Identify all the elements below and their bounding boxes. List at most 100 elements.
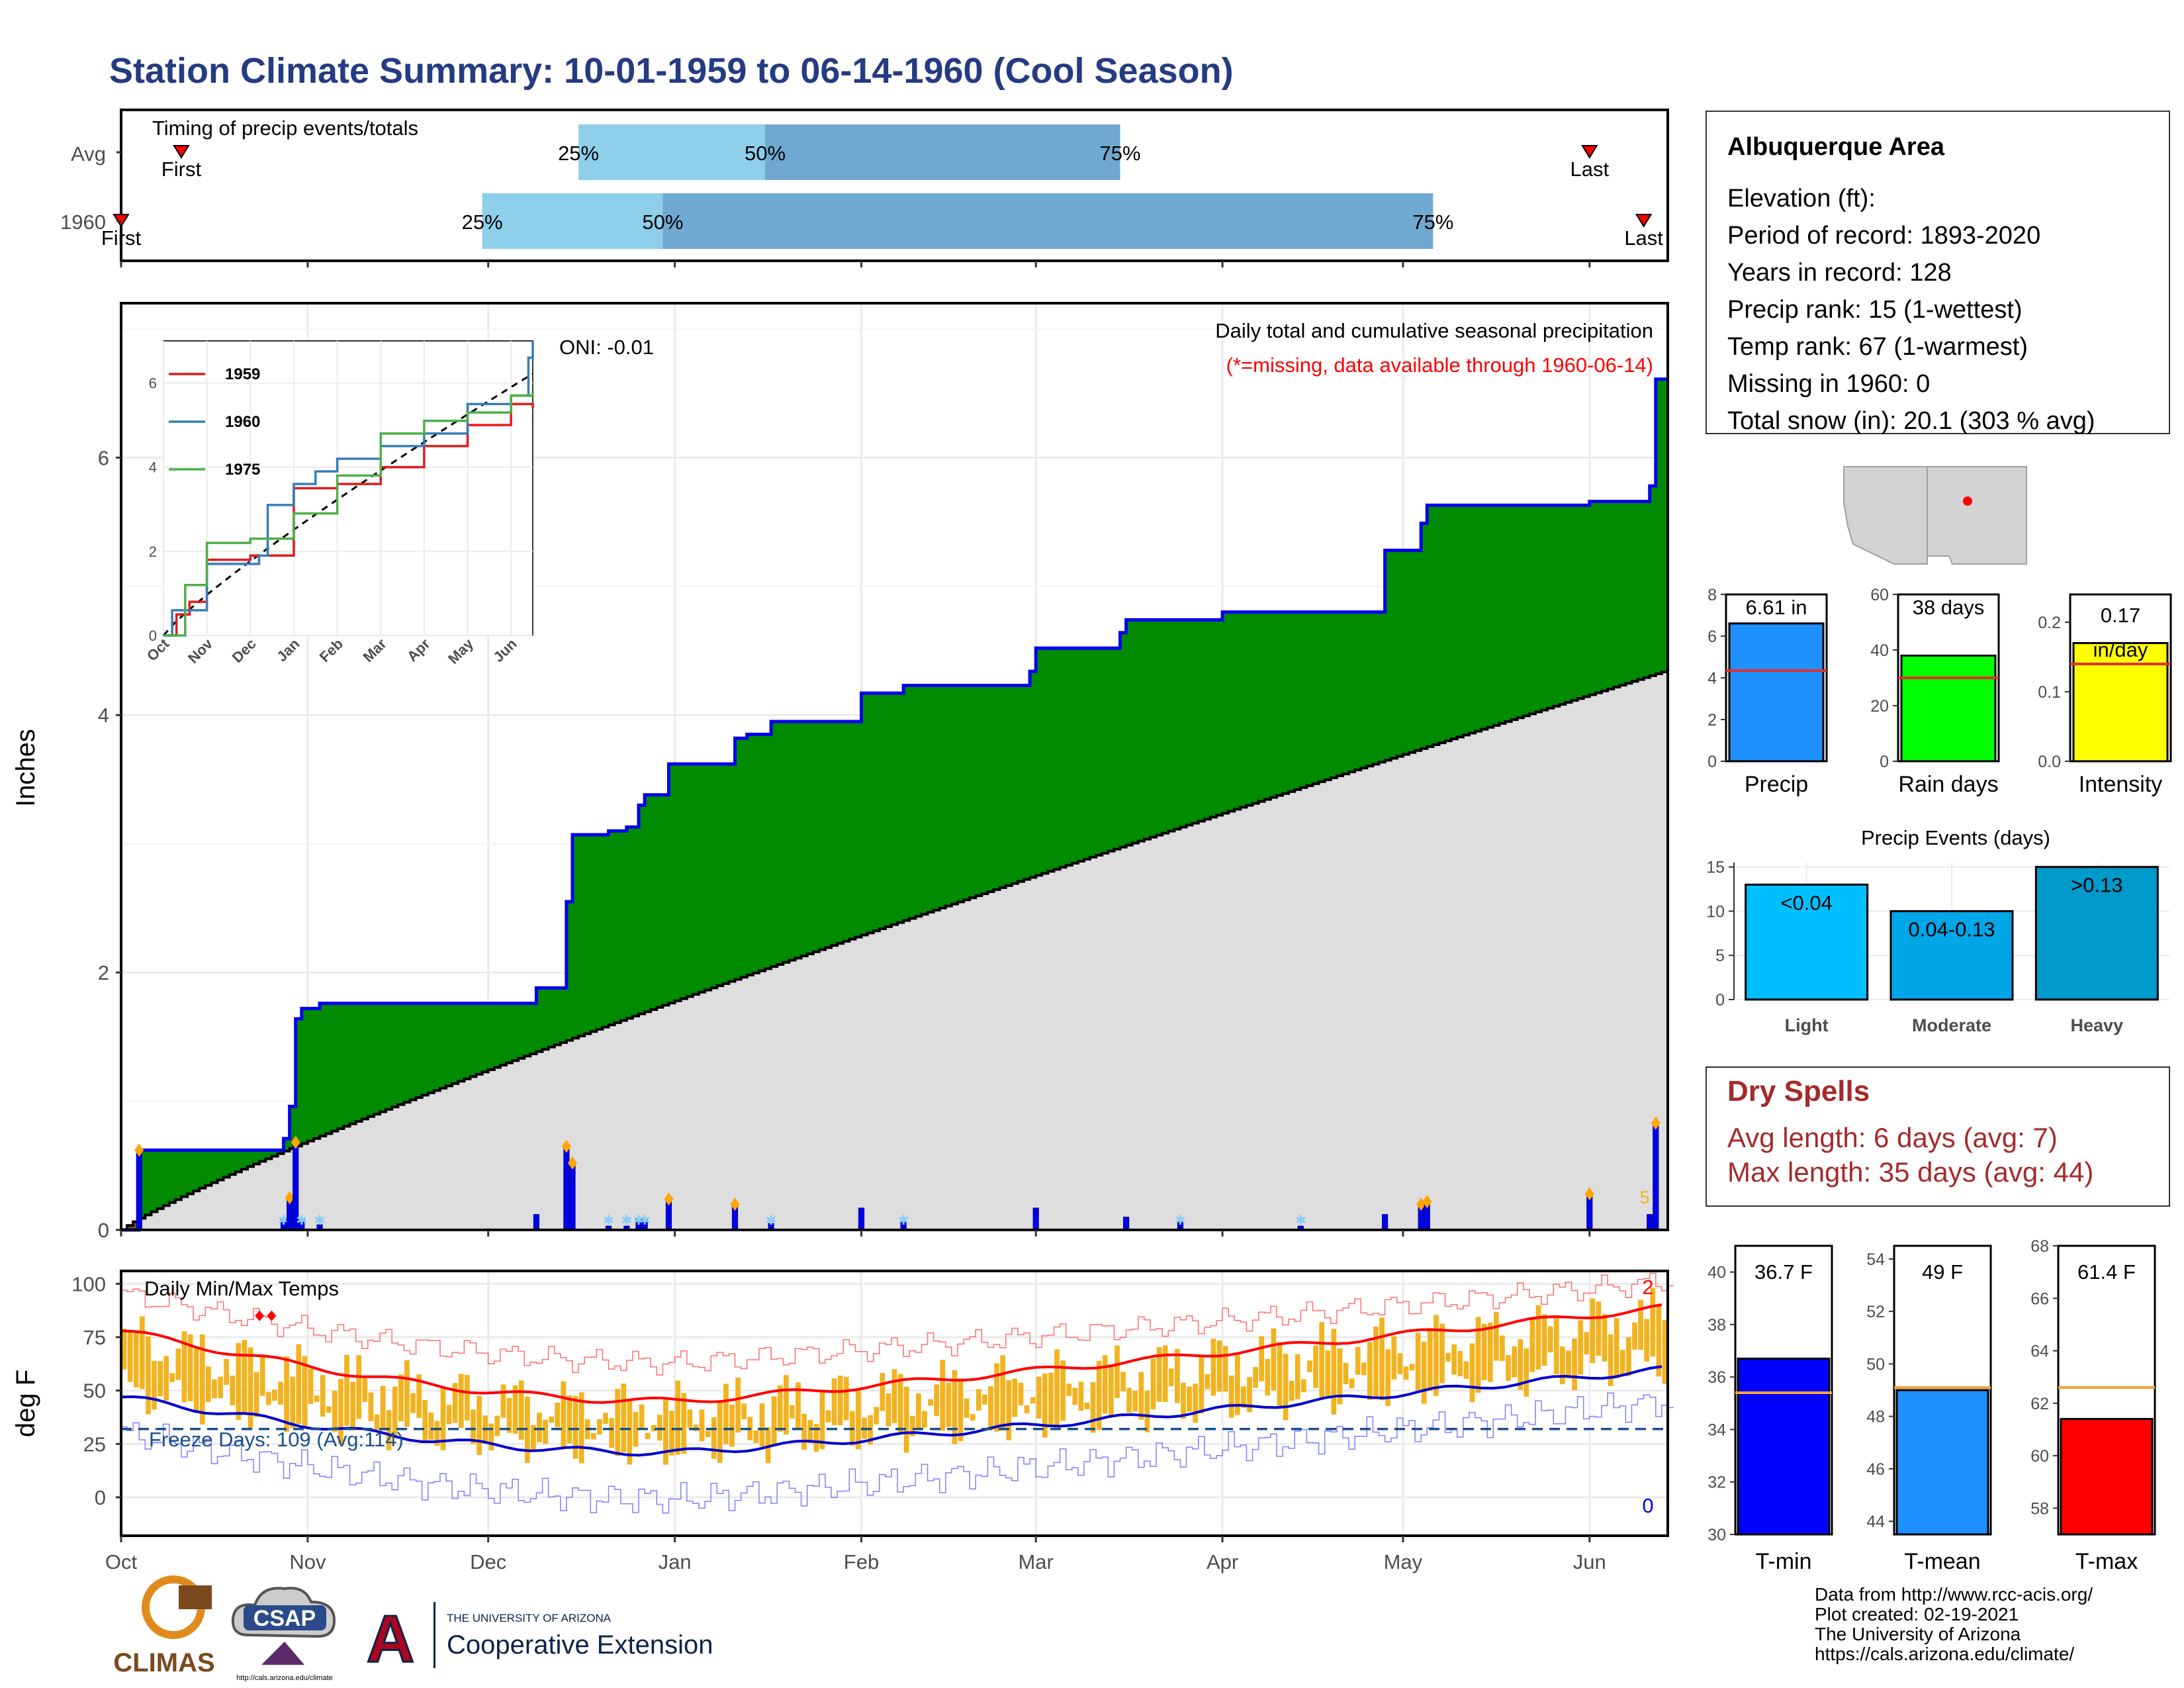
precip-y-tick-label: 4 <box>98 704 109 727</box>
daily-temp-bar <box>1385 1349 1391 1406</box>
daily-temp-bar <box>392 1386 398 1438</box>
daily-temp-bar <box>940 1360 946 1431</box>
inset-frame <box>163 340 533 636</box>
footer-credits: Data from http://www.rcc-acis.org/Plot c… <box>1815 1584 2093 1664</box>
record-high-marker <box>255 1310 265 1321</box>
daily-temp-bar <box>230 1376 236 1406</box>
inset-series-line <box>163 391 534 637</box>
daily-temp-bar <box>765 1427 771 1464</box>
mountain-icon <box>261 1642 304 1665</box>
temp-y-tick-label: 50 <box>83 1380 106 1403</box>
inset-y-tick-label: 6 <box>149 375 157 392</box>
daily-temp-bar <box>471 1409 476 1444</box>
temp-bar <box>1737 1357 1831 1536</box>
daily-temp-bar <box>320 1375 326 1417</box>
precip-events-panel: Precip Events (days) 0 5 10 15 <0.04 Light 0.0… <box>1706 826 2169 1035</box>
month-x-axis: Oct Nov Dec Jan Feb Mar Apr May Jun <box>105 1536 1606 1573</box>
daily-temp-bar <box>958 1378 964 1442</box>
daily-temp-bar <box>1500 1335 1505 1362</box>
daily-temp-bar <box>1228 1375 1234 1418</box>
temp-y-label: deg F <box>11 1370 40 1437</box>
daily-temp-bar <box>1541 1314 1547 1366</box>
daily-temp-bar <box>1391 1336 1397 1380</box>
oni-label: ONI: -0.01 <box>559 336 654 359</box>
daily-temp-bar <box>1187 1386 1192 1412</box>
daily-temp-bar <box>500 1384 506 1418</box>
precip-y-tick-label: 2 <box>98 961 109 984</box>
station-line: Missing in 1960: 0 <box>1727 370 1930 398</box>
daily-temp-bar <box>506 1397 512 1433</box>
daily-temp-bar <box>729 1405 735 1447</box>
inset-legend-label: 1975 <box>225 461 260 479</box>
daily-temp-bar <box>518 1380 524 1440</box>
daily-temp-bar <box>187 1335 193 1401</box>
daily-temp-bar <box>1608 1334 1614 1387</box>
daily-temp-bar <box>152 1360 157 1410</box>
daily-temp-bar <box>224 1358 229 1385</box>
summary-y-tick-label: 4 <box>1707 669 1717 688</box>
daily-temp-bar <box>494 1415 500 1436</box>
daily-temp-bar <box>1506 1355 1511 1382</box>
daily-temp-bar <box>1162 1345 1168 1402</box>
temp-bar-y-tick-label: 54 <box>1866 1250 1885 1269</box>
timing-panel: Timing of precip events/totals 25% 50% 75%… <box>60 109 1669 262</box>
daily-temp-bar <box>819 1389 825 1450</box>
daily-temp-bar <box>1349 1378 1355 1389</box>
snowflake-icon: ✱ <box>766 1213 777 1228</box>
timing-bar-50-75 <box>764 124 1120 180</box>
daily-temp-bar <box>1042 1373 1048 1438</box>
timing-pct-label: 50% <box>642 211 683 234</box>
snow-marker <box>561 1139 571 1153</box>
temp-bar-y-tick-label: 32 <box>1707 1474 1726 1492</box>
daily-temp-bar <box>928 1399 933 1406</box>
record-low-count: 0 <box>1642 1494 1653 1517</box>
timing-pct-label: 25% <box>558 142 599 165</box>
summary-y-tick-label: 8 <box>1707 586 1717 604</box>
summary-value-label: 6.61 in <box>1745 596 1807 619</box>
daily-temp-bar <box>687 1409 693 1428</box>
new-mexico-shape <box>1927 466 2027 565</box>
daily-temp-bar <box>278 1382 283 1405</box>
daily-precip-bar <box>1382 1214 1388 1231</box>
cumulative-precip-line <box>121 377 1668 1232</box>
temp-bar-y-tick-label: 66 <box>2030 1289 2049 1308</box>
snowflake-icon: ✱ <box>296 1213 307 1228</box>
events-bar <box>1889 910 2014 1001</box>
daily-temp-bar <box>572 1395 578 1459</box>
station-line: Precip rank: 15 (1-wettest) <box>1727 296 2023 324</box>
daily-temp-bar <box>1367 1342 1373 1401</box>
snow-marker <box>664 1192 674 1206</box>
daily-precip-bar <box>569 1162 576 1231</box>
daily-temp-bar <box>578 1392 584 1464</box>
daily-temp-bar <box>1662 1320 1668 1384</box>
summary-bar-label: Intensity <box>2079 772 2163 797</box>
daily-precip-bar <box>563 1146 570 1231</box>
csap-text: CSAP <box>253 1606 316 1631</box>
daily-temp-bar <box>790 1405 795 1419</box>
timing-last-label: Last <box>1624 226 1663 250</box>
daily-temp-bar <box>561 1381 567 1447</box>
daily-temp-bar <box>952 1370 958 1444</box>
temp-y-tick-label: 25 <box>83 1432 106 1456</box>
daily-temp-bar <box>639 1404 645 1430</box>
ua-big-text: Cooperative Extension <box>447 1630 713 1660</box>
summary-y-tick-label: 2 <box>1707 711 1717 729</box>
daily-temp-bar <box>651 1425 657 1432</box>
daily-temp-bar <box>386 1410 392 1450</box>
daily-temp-bar <box>1638 1299 1643 1350</box>
ua-divider <box>433 1602 435 1668</box>
daily-temp-bar <box>675 1380 681 1455</box>
daily-temp-bar <box>1325 1350 1331 1396</box>
temp-bar <box>1895 1389 1989 1536</box>
ua-small-text: THE UNIVERSITY OF ARIZONA <box>447 1612 612 1624</box>
daily-temp-bar <box>1487 1323 1493 1382</box>
timing-pct-label: 75% <box>1099 142 1140 165</box>
daily-temp-bar <box>1553 1315 1559 1374</box>
timing-bar-25-50 <box>578 124 765 180</box>
daily-temp-bar <box>1373 1326 1379 1397</box>
daily-temp-bar <box>446 1405 452 1425</box>
daily-temp-bar <box>181 1331 187 1403</box>
record-high-marker <box>267 1310 277 1321</box>
daily-temp-bar <box>1518 1339 1524 1390</box>
snow-marker <box>1651 1116 1661 1130</box>
